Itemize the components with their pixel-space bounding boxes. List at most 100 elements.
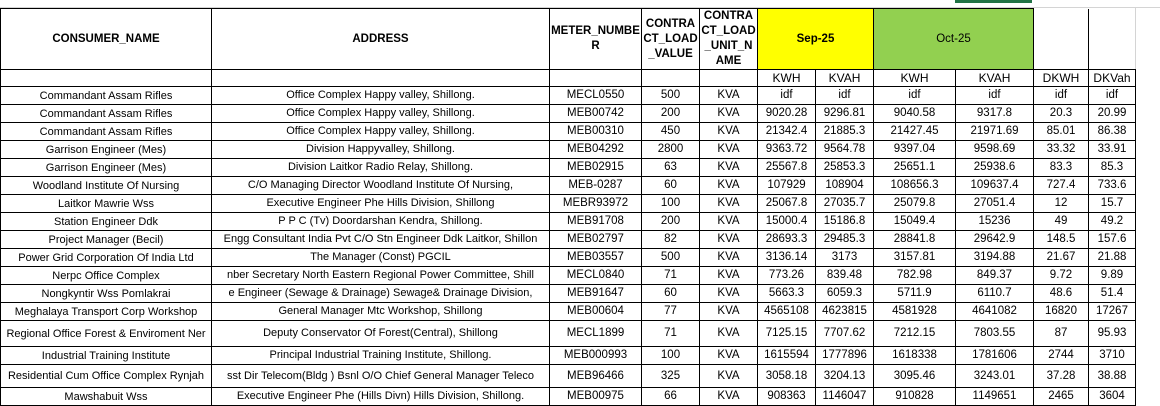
cell-consumer-name[interactable]: Garrison Engineer (Mes) xyxy=(0,158,212,177)
cell-dkvah[interactable]: 38.88 xyxy=(1088,364,1136,388)
subheader-dkwh[interactable]: DKWH xyxy=(1033,69,1089,87)
cell-sep-kwh[interactable]: 15000.4 xyxy=(757,212,816,231)
cell-oct-kvah[interactable]: 15236 xyxy=(955,212,1034,231)
cell-consumer-name[interactable]: Woodland Institute Of Nursing xyxy=(0,176,212,195)
empty-cell[interactable] xyxy=(549,69,642,87)
cell-sep-kwh[interactable]: 773.26 xyxy=(757,266,816,285)
cell-oct-kwh[interactable]: idf xyxy=(873,86,956,105)
cell-dkwh[interactable]: 727.4 xyxy=(1033,176,1089,195)
cell-oct-kvah[interactable]: 27051.4 xyxy=(955,194,1034,213)
cell-dkvah[interactable]: 15.7 xyxy=(1088,194,1136,213)
cell-oct-kwh[interactable]: 910828 xyxy=(873,387,956,406)
cell-oct-kwh[interactable]: 25079.8 xyxy=(873,194,956,213)
cell-meter-number[interactable]: MEB02797 xyxy=(549,230,642,249)
cell-address[interactable]: Deputy Conservator Of Forest(Central), S… xyxy=(211,320,550,347)
cell-oct-kvah[interactable]: 25938.6 xyxy=(955,158,1034,177)
cell-meter-number[interactable]: MEB00742 xyxy=(549,104,642,123)
cell-sep-kvah[interactable]: 29485.3 xyxy=(815,230,874,249)
subheader-dkvah[interactable]: DKVah xyxy=(1088,69,1136,87)
cell-contract-load-value[interactable]: 100 xyxy=(641,194,700,213)
cell-dkwh[interactable]: 87 xyxy=(1033,320,1089,347)
cell-oct-kvah[interactable]: 7803.55 xyxy=(955,320,1034,347)
cell-address[interactable]: Office Complex Happy valley, Shillong. xyxy=(211,122,550,141)
cell-dkvah[interactable]: 157.6 xyxy=(1088,230,1136,249)
cell-sep-kwh[interactable]: 3136.14 xyxy=(757,248,816,267)
cell-sep-kwh[interactable]: 28693.3 xyxy=(757,230,816,249)
header-contract-load-value[interactable]: CONTRACT_LOAD_VALUE xyxy=(641,8,700,70)
cell-oct-kwh[interactable]: 782.98 xyxy=(873,266,956,285)
cell-dkvah[interactable]: 33.91 xyxy=(1088,140,1136,159)
cell-address[interactable]: sst Dir Telecom(Bldg ) Bsnl O/O Chief Ge… xyxy=(211,364,550,388)
cell-dkwh[interactable]: 16820 xyxy=(1033,302,1089,321)
cell-contract-load-unit[interactable]: KVA xyxy=(699,266,758,285)
cell-contract-load-unit[interactable]: KVA xyxy=(699,284,758,303)
cell-sep-kwh[interactable]: 9020.28 xyxy=(757,104,816,123)
subheader-oct-kwh[interactable]: KWH xyxy=(873,69,956,87)
cell-contract-load-value[interactable]: 77 xyxy=(641,302,700,321)
cell-meter-number[interactable]: MEBR93972 xyxy=(549,194,642,213)
cell-address[interactable]: Division Happyvalley, Shillong. xyxy=(211,140,550,159)
cell-dkvah[interactable]: 51.4 xyxy=(1088,284,1136,303)
cell-sep-kvah[interactable]: 108904 xyxy=(815,176,874,195)
cell-sep-kwh[interactable]: 5663.3 xyxy=(757,284,816,303)
cell-oct-kwh[interactable]: 9040.58 xyxy=(873,104,956,123)
header-sep-25[interactable]: Sep-25 xyxy=(757,8,874,70)
cell-dkvah[interactable]: 3710 xyxy=(1088,346,1136,365)
cell-oct-kwh[interactable]: 21427.45 xyxy=(873,122,956,141)
cell-oct-kvah[interactable]: 29642.9 xyxy=(955,230,1034,249)
cell-oct-kvah[interactable]: 9317.8 xyxy=(955,104,1034,123)
cell-sep-kwh[interactable]: 4565108 xyxy=(757,302,816,321)
cell-sep-kvah[interactable]: 15186.8 xyxy=(815,212,874,231)
cell-address[interactable]: Division Laitkor Radio Relay, Shillong. xyxy=(211,158,550,177)
cell-oct-kwh[interactable]: 25651.1 xyxy=(873,158,956,177)
cell-sep-kvah[interactable]: 839.48 xyxy=(815,266,874,285)
cell-oct-kvah[interactable]: 109637.4 xyxy=(955,176,1034,195)
cell-address[interactable]: nber Secretary North Eastern Regional Po… xyxy=(211,266,550,285)
cell-oct-kvah[interactable]: 6110.7 xyxy=(955,284,1034,303)
cell-meter-number[interactable]: MEB00975 xyxy=(549,387,642,406)
cell-consumer-name[interactable]: Garrison Engineer (Mes) xyxy=(0,140,212,159)
cell-address[interactable]: Engg Consultant India Pvt C/O Stn Engine… xyxy=(211,230,550,249)
cell-sep-kvah[interactable]: 27035.7 xyxy=(815,194,874,213)
cell-sep-kwh[interactable]: 107929 xyxy=(757,176,816,195)
cell-dkvah[interactable]: 733.6 xyxy=(1088,176,1136,195)
cell-oct-kwh[interactable]: 4581928 xyxy=(873,302,956,321)
header-address[interactable]: ADDRESS xyxy=(211,8,550,70)
cell-meter-number[interactable]: MEB03557 xyxy=(549,248,642,267)
cell-dkwh[interactable]: 12 xyxy=(1033,194,1089,213)
cell-sep-kvah[interactable]: 6059.3 xyxy=(815,284,874,303)
cell-contract-load-unit[interactable]: KVA xyxy=(699,194,758,213)
cell-oct-kwh[interactable]: 108656.3 xyxy=(873,176,956,195)
cell-dkvah[interactable]: 20.99 xyxy=(1088,104,1136,123)
subheader-sep-kvah[interactable]: KVAH xyxy=(815,69,874,87)
cell-contract-load-unit[interactable]: KVA xyxy=(699,230,758,249)
cell-dkwh[interactable]: 21.67 xyxy=(1033,248,1089,267)
cell-consumer-name[interactable]: Nerpc Office Complex xyxy=(0,266,212,285)
cell-oct-kvah[interactable]: 849.37 xyxy=(955,266,1034,285)
cell-consumer-name[interactable]: Commandant Assam Rifles xyxy=(0,122,212,141)
cell-contract-load-value[interactable]: 82 xyxy=(641,230,700,249)
cell-oct-kwh[interactable]: 15049.4 xyxy=(873,212,956,231)
header-oct-25[interactable]: Oct-25 xyxy=(873,8,1034,70)
cell-dkvah[interactable]: 17267 xyxy=(1088,302,1136,321)
cell-sep-kwh[interactable]: 1615594 xyxy=(757,346,816,365)
cell-oct-kwh[interactable]: 28841.8 xyxy=(873,230,956,249)
cell-contract-load-value[interactable]: 100 xyxy=(641,346,700,365)
cell-contract-load-unit[interactable]: KVA xyxy=(699,176,758,195)
cell-sep-kvah[interactable]: 3173 xyxy=(815,248,874,267)
cell-dkwh[interactable]: 2465 xyxy=(1033,387,1089,406)
cell-sep-kwh[interactable]: 908363 xyxy=(757,387,816,406)
cell-contract-load-unit[interactable]: KVA xyxy=(699,122,758,141)
cell-meter-number[interactable]: MECL0840 xyxy=(549,266,642,285)
cell-meter-number[interactable]: MEB04292 xyxy=(549,140,642,159)
cell-sep-kwh[interactable]: 7125.15 xyxy=(757,320,816,347)
cell-meter-number[interactable]: MEB00604 xyxy=(549,302,642,321)
empty-cell[interactable] xyxy=(211,69,550,87)
cell-dkvah[interactable]: 85.3 xyxy=(1088,158,1136,177)
cell-oct-kwh[interactable]: 1618338 xyxy=(873,346,956,365)
cell-sep-kvah[interactable]: 7707.62 xyxy=(815,320,874,347)
empty-cell[interactable] xyxy=(0,69,212,87)
cell-meter-number[interactable]: MEB91708 xyxy=(549,212,642,231)
empty-cell[interactable] xyxy=(699,69,758,87)
cell-address[interactable]: Principal Industrial Training Institute,… xyxy=(211,346,550,365)
